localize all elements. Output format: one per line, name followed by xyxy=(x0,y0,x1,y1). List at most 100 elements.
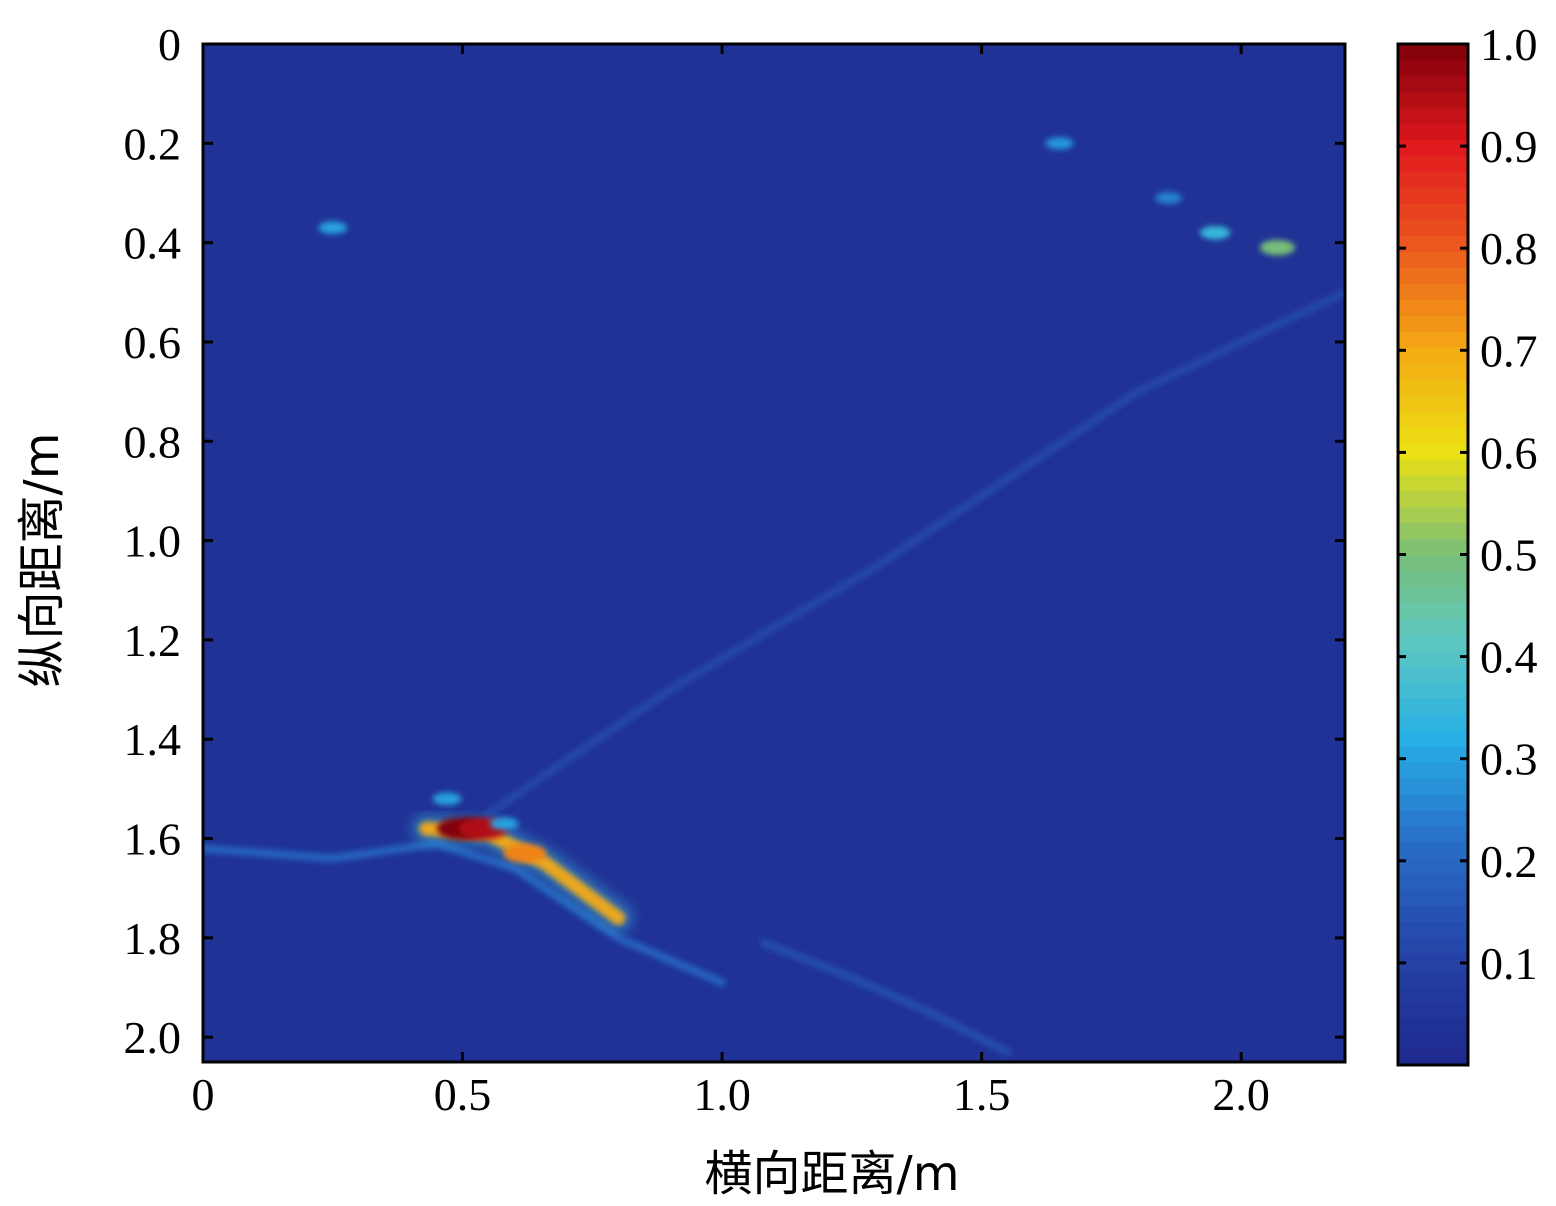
heatmap-hotspot xyxy=(1154,191,1183,204)
heatmap-arc xyxy=(759,938,1012,1057)
colorbar-step xyxy=(1398,123,1468,141)
colorbar-step xyxy=(1398,59,1468,77)
heatmap-hotspot xyxy=(1045,137,1074,150)
colorbar-tick-label: 0.6 xyxy=(1480,427,1538,478)
y-tick-label: 1.2 xyxy=(124,615,182,666)
colorbar-step xyxy=(1398,171,1468,189)
colorbar-tick-label: 0.5 xyxy=(1480,530,1538,581)
x-tick-label: 0.5 xyxy=(434,1069,492,1120)
colorbar-step xyxy=(1398,538,1468,556)
colorbar-step xyxy=(1398,315,1468,332)
y-tick-label: 0.8 xyxy=(124,416,182,467)
colorbar-step xyxy=(1398,554,1468,572)
y-tick-label: 0.2 xyxy=(124,118,182,169)
colorbar-step xyxy=(1398,107,1468,125)
colorbar-step xyxy=(1398,363,1468,380)
colorbar-step xyxy=(1398,602,1468,619)
heatmap-arc xyxy=(203,839,727,987)
heatmap-hotspot xyxy=(503,843,547,863)
colorbar-step xyxy=(1398,729,1468,747)
y-tick-label: 0.6 xyxy=(124,317,182,368)
colorbar-step xyxy=(1398,522,1468,540)
x-axis: 0 0.5 1.0 1.5 2.0 xyxy=(192,44,1270,1120)
colorbar-step xyxy=(1398,634,1468,651)
colorbar-step xyxy=(1398,666,1468,683)
y-tick-label: 0.4 xyxy=(124,218,182,269)
colorbar-step xyxy=(1398,969,1468,986)
y-tick-label: 2.0 xyxy=(124,1012,182,1063)
x-tick-label: 1.0 xyxy=(693,1069,751,1120)
colorbar-step xyxy=(1398,490,1468,508)
colorbar-tick-label: 0.8 xyxy=(1480,223,1538,274)
colorbar-tick-label: 0.9 xyxy=(1480,121,1538,172)
colorbar xyxy=(1398,44,1468,1066)
colorbar-step xyxy=(1398,458,1468,476)
colorbar-step xyxy=(1398,442,1468,460)
colorbar-tick-label: 0.4 xyxy=(1480,632,1538,683)
heatmap-layer xyxy=(203,136,1345,1057)
y-axis-title: 纵向距离/m xyxy=(14,433,70,688)
colorbar-step xyxy=(1398,379,1468,396)
x-tick-label: 1.5 xyxy=(953,1069,1011,1120)
colorbar-step xyxy=(1398,394,1468,412)
colorbar-step xyxy=(1398,953,1468,970)
colorbar-step xyxy=(1398,857,1468,875)
colorbar-step xyxy=(1398,426,1468,444)
y-tick-label: 1.6 xyxy=(124,814,182,865)
colorbar-step xyxy=(1398,873,1468,891)
colorbar-step xyxy=(1398,570,1468,588)
heatmap-background xyxy=(203,44,1345,1062)
y-tick-label: 1.4 xyxy=(124,714,182,765)
colorbar-step xyxy=(1398,650,1468,667)
colorbar-step xyxy=(1398,889,1468,907)
colorbar-step xyxy=(1398,698,1468,715)
colorbar-step xyxy=(1398,1049,1468,1066)
x-tick-label: 0 xyxy=(192,1069,215,1120)
colorbar-step xyxy=(1398,506,1468,524)
y-axis: 0 0.2 0.4 0.6 0.8 1.0 1.2 1.4 1.6 1.8 2.0 xyxy=(124,19,1345,1063)
colorbar-step xyxy=(1398,905,1468,923)
colorbar-step xyxy=(1398,187,1468,205)
heatmap-hotspot xyxy=(1259,239,1296,256)
colorbar-step xyxy=(1398,267,1468,284)
colorbar-step xyxy=(1398,44,1468,61)
colorbar-step xyxy=(1398,235,1468,252)
y-tick-label: 0 xyxy=(158,19,181,70)
x-tick-label: 2.0 xyxy=(1212,1069,1270,1120)
colorbar-step xyxy=(1398,1001,1468,1018)
colorbar-step xyxy=(1398,410,1468,428)
colorbar-step xyxy=(1398,682,1468,699)
heatmap-hotspot xyxy=(1200,226,1231,240)
colorbar-tick-label: 0.3 xyxy=(1480,734,1538,785)
colorbar-step xyxy=(1398,1017,1468,1034)
colorbar-ticks: 0.1 0.2 0.3 0.4 0.5 0.6 0.7 0.8 0.9 1.0 xyxy=(1398,19,1538,989)
heatmap-arc xyxy=(484,288,1345,818)
colorbar-step xyxy=(1398,219,1468,237)
heatmap-hotspot xyxy=(489,817,519,830)
plot-frame xyxy=(201,42,1347,1064)
colorbar-step xyxy=(1398,761,1468,779)
colorbar-step xyxy=(1398,825,1468,843)
colorbar-step xyxy=(1398,793,1468,811)
colorbar-step xyxy=(1398,155,1468,173)
colorbar-step xyxy=(1398,586,1468,603)
colorbar-step xyxy=(1398,75,1468,93)
colorbar-step xyxy=(1398,474,1468,492)
y-tick-label: 1.8 xyxy=(124,913,182,964)
colorbar-step xyxy=(1398,299,1468,316)
colorbar-step xyxy=(1398,251,1468,268)
colorbar-step xyxy=(1398,331,1468,348)
colorbar-step xyxy=(1398,203,1468,221)
colorbar-step xyxy=(1398,139,1468,157)
colorbar-step xyxy=(1398,809,1468,827)
colorbar-step xyxy=(1398,283,1468,300)
colorbar-tick-label: 0.2 xyxy=(1480,836,1538,887)
colorbar-step xyxy=(1398,347,1468,364)
y-tick-label: 1.0 xyxy=(124,516,182,567)
colorbar-step xyxy=(1398,745,1468,763)
colorbar-step xyxy=(1398,841,1468,859)
colorbar-tick-label: 0.7 xyxy=(1480,325,1538,376)
x-axis-title: 横向距离/m xyxy=(705,1146,960,1202)
heatmap-hotspot xyxy=(318,221,348,235)
